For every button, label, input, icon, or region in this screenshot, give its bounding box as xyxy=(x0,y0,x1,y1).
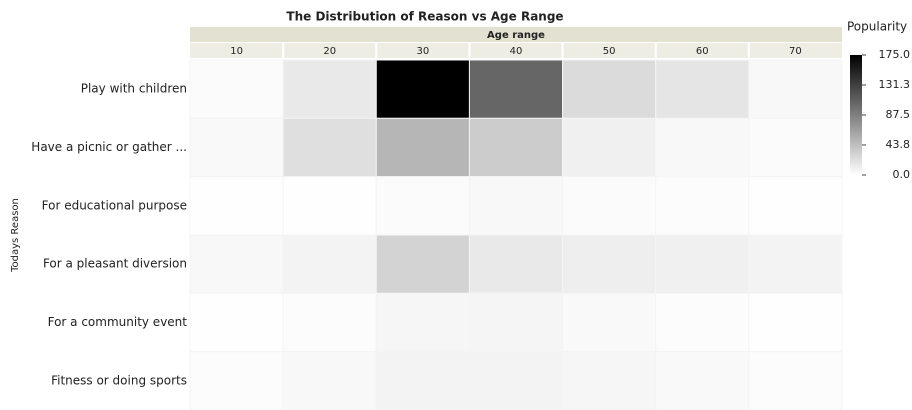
heatmap-cell xyxy=(189,176,284,236)
heatmap-cell xyxy=(562,117,657,178)
heatmap-cell xyxy=(282,176,377,236)
heatmap-cell xyxy=(655,234,750,294)
heatmap-cell xyxy=(468,292,564,353)
heatmap-cell xyxy=(282,117,377,178)
heatmap-cell xyxy=(655,176,750,236)
heatmap-cell xyxy=(468,59,564,119)
y-tick-label: Have a picnic or gather ... xyxy=(31,140,187,154)
heatmap-cell xyxy=(375,351,470,410)
heatmap-cell xyxy=(468,176,564,236)
x-tick-label: 10 xyxy=(230,46,243,57)
colorbar-title: Popularity xyxy=(847,20,907,34)
heatmap-cell xyxy=(748,117,843,178)
y-tick-label: Fitness or doing sports xyxy=(51,373,187,387)
x-tick-label: 20 xyxy=(323,46,336,57)
heatmap-cell xyxy=(375,292,470,353)
heatmap-cell xyxy=(748,176,843,236)
x-tick-label: 60 xyxy=(696,46,709,57)
heatmap-cell xyxy=(562,292,657,353)
heatmap-cell xyxy=(375,234,470,294)
heatmap-cell xyxy=(562,351,657,410)
x-axis-header xyxy=(190,27,842,42)
heatmap-cell xyxy=(282,234,377,294)
heatmap-cell xyxy=(189,59,284,119)
heatmap-cell xyxy=(655,117,750,178)
heatmap-cell xyxy=(375,59,470,119)
colorbar-tick-label: 43.8 xyxy=(886,138,911,151)
colorbar xyxy=(850,55,862,175)
heatmap-cell xyxy=(562,234,657,294)
x-tick-label: 40 xyxy=(510,46,523,57)
heatmap-cell xyxy=(655,351,750,410)
heatmap-cell xyxy=(748,292,843,353)
heatmap-cell xyxy=(282,292,377,353)
colorbar-tick-label: 0.0 xyxy=(893,168,911,181)
heatmap-cell xyxy=(468,351,564,410)
heatmap-cell xyxy=(375,176,470,236)
heatmap-cell xyxy=(189,117,284,178)
chart-title: The Distribution of Reason vs Age Range xyxy=(286,10,563,24)
colorbar-tick-label: 87.5 xyxy=(886,108,911,121)
x-tick-label: 70 xyxy=(789,46,802,57)
y-tick-label: Play with children xyxy=(81,82,187,96)
heatmap-cell xyxy=(562,59,657,119)
x-axis-label: Age range xyxy=(487,30,545,41)
colorbar-tick-label: 175.0 xyxy=(879,48,911,61)
heatmap-cell xyxy=(655,59,750,119)
heatmap-cell xyxy=(189,234,284,294)
heatmap-cell xyxy=(375,117,470,178)
heatmap-cell xyxy=(189,292,284,353)
y-axis-label: Todays Reason xyxy=(10,198,21,273)
heatmap-cell xyxy=(748,234,843,294)
heatmap-cell xyxy=(189,351,284,410)
y-tick-label: For a pleasant diversion xyxy=(43,257,187,271)
x-tick-label: 50 xyxy=(603,46,616,57)
heatmap-cell xyxy=(282,59,377,119)
colorbar-tick-label: 131.3 xyxy=(879,78,911,91)
x-tick-header xyxy=(190,43,842,58)
y-tick-label: For a community event xyxy=(48,315,188,329)
heatmap-cell xyxy=(282,351,377,410)
heatmap-cell xyxy=(468,117,564,178)
heatmap-cell xyxy=(562,176,657,236)
y-tick-label: For educational purpose xyxy=(42,198,187,212)
heatmap-cell xyxy=(748,351,843,410)
x-tick-label: 30 xyxy=(416,46,429,57)
heatmap-cell xyxy=(468,234,564,294)
heatmap-cell xyxy=(748,59,843,119)
heatmap-cell xyxy=(655,292,750,353)
